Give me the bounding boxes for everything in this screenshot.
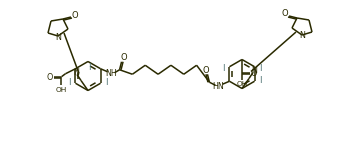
Text: I: I [259, 64, 262, 73]
Text: NH: NH [106, 69, 118, 78]
Text: O: O [282, 10, 288, 18]
Text: I: I [259, 76, 262, 85]
Text: OH: OH [236, 82, 248, 88]
Text: O: O [46, 73, 52, 82]
Text: I: I [88, 63, 90, 72]
Text: O: O [120, 53, 127, 62]
Text: N: N [73, 68, 79, 77]
Text: N: N [55, 33, 61, 41]
Text: HN: HN [212, 82, 224, 91]
Text: N: N [299, 32, 305, 40]
Text: O: O [251, 69, 257, 77]
Text: OH: OH [56, 87, 67, 93]
Text: I: I [68, 78, 71, 87]
Text: N: N [251, 66, 257, 75]
Text: I: I [105, 78, 108, 87]
Text: O: O [72, 11, 78, 19]
Text: O: O [202, 66, 209, 75]
Text: I: I [222, 64, 225, 73]
